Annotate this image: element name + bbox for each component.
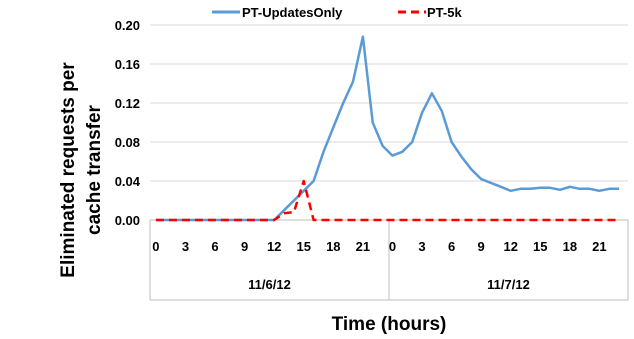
legend-label-pt-updatesonly: PT-UpdatesOnly <box>242 5 343 20</box>
series-line-pt-updatesonly <box>155 35 620 222</box>
gridlines <box>150 24 628 221</box>
series-line-pt-5k <box>155 179 620 222</box>
x-tick-label: 6 <box>211 239 218 254</box>
y-axis-title-line1: Eliminated requests per <box>58 62 79 278</box>
x-tick-label: 9 <box>241 239 248 254</box>
x-axis-frame <box>149 219 629 301</box>
x-tick-label: 21 <box>356 239 370 254</box>
legend: PT-UpdatesOnly PT-5k <box>212 5 462 20</box>
legend-label-pt-5k: PT-5k <box>427 5 462 20</box>
y-tick-label: 0.00 <box>115 213 140 228</box>
y-axis-title-line2: cache transfer <box>84 104 105 235</box>
x-axis-title: Time (hours) <box>332 314 447 335</box>
x-tick-label: 6 <box>448 239 455 254</box>
x-tick-label: 0 <box>389 239 396 254</box>
x-tick-label: 18 <box>326 239 340 254</box>
date-group-label: 11/6/12 <box>248 277 291 292</box>
x-tick-label: 21 <box>592 239 606 254</box>
date-group-label: 11/7/12 <box>487 277 530 292</box>
y-tick-label: 0.16 <box>115 57 140 72</box>
y-tick-label: 0.20 <box>115 18 140 33</box>
x-tick-label: 18 <box>563 239 577 254</box>
x-tick-label: 3 <box>418 239 425 254</box>
y-tick-label: 0.12 <box>115 96 140 111</box>
x-tick-labels: 0 3 6 9 12 15 18 21 0 3 6 9 12 15 18 21 <box>152 239 606 254</box>
x-tick-label: 12 <box>267 239 281 254</box>
y-tick-label: 0.08 <box>115 135 140 150</box>
y-tick-labels: 0.00 0.04 0.08 0.12 0.16 0.20 <box>115 18 141 228</box>
x-tick-label: 15 <box>297 239 311 254</box>
x-tick-label: 3 <box>182 239 189 254</box>
x-tick-label: 0 <box>152 239 159 254</box>
y-tick-label: 0.04 <box>115 174 141 189</box>
x-tick-label: 9 <box>478 239 485 254</box>
x-tick-label: 15 <box>533 239 547 254</box>
series-lines <box>155 35 620 222</box>
date-group-labels: 11/6/12 11/7/12 <box>248 277 530 292</box>
x-tick-label: 12 <box>503 239 517 254</box>
